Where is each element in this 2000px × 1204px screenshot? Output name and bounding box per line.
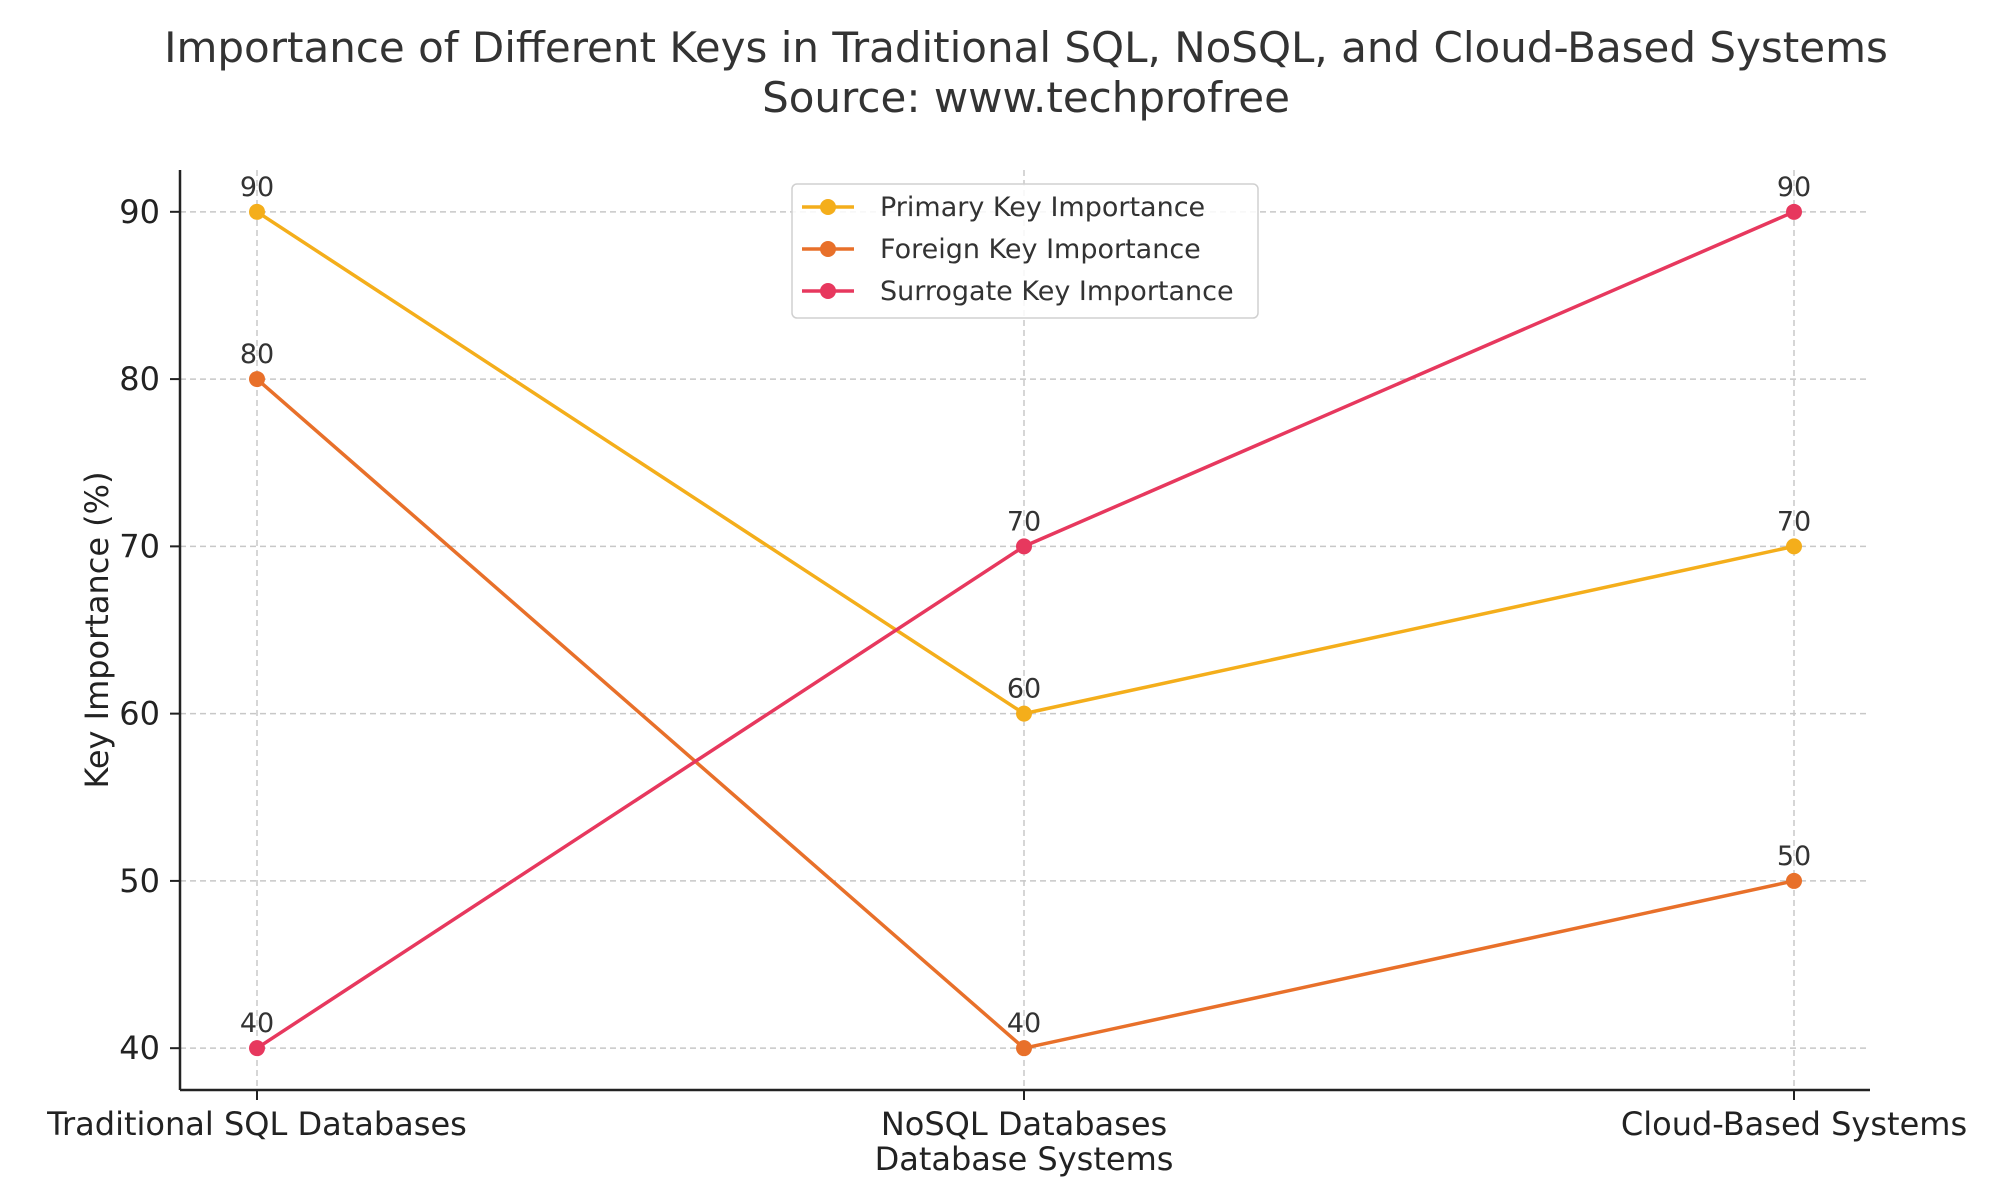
data-point [249,371,265,388]
legend-box [791,183,1259,319]
data-label: 90 [240,172,274,203]
x-tick-label: Cloud-Based Systems [1621,1105,1967,1143]
y-tick-label: 70 [119,527,160,565]
y-tick-label: 60 [119,695,160,733]
series-lines [249,203,1802,1057]
data-point [1786,872,1802,889]
data-label: 80 [240,339,274,370]
y-axis-label: Key Importance (%) [78,471,116,788]
data-point [1786,203,1802,220]
legend-entry: Primary Key Importance [880,192,1205,223]
data-label: 40 [240,1008,274,1039]
data-label: 90 [1777,172,1811,203]
chart-subtitle: Source: www.techprofree [762,73,1290,122]
data-labels: 90 60 70 80 40 50 40 70 90 [240,172,1811,1039]
data-point [1016,538,1032,555]
tick-labels: 40 50 60 70 80 90 Traditional SQL Databases NoS… [46,193,1967,1143]
data-label: 70 [1007,506,1041,537]
data-label: 60 [1007,674,1041,705]
data-label: 70 [1777,506,1811,537]
x-axis-label: Database Systems [875,1140,1174,1178]
data-point [249,203,265,220]
chart-title: Importance of Different Keys in Traditio… [164,23,1888,72]
legend-entry: Foreign Key Importance [880,234,1201,265]
data-point [1016,1040,1032,1057]
legend-swatch-marker [820,241,836,257]
series-line [256,210,1795,1050]
legend-swatch-marker [820,283,836,299]
legend: Primary Key Importance Foreign Key Import… [791,183,1259,319]
data-point [1016,705,1032,722]
y-tick-label: 80 [119,360,160,398]
data-point [1786,538,1802,555]
x-tick-label: Traditional SQL Databases [46,1105,467,1143]
data-point [249,1040,265,1057]
data-label: 50 [1777,841,1811,872]
legend-swatch-marker [820,199,836,215]
x-tick-label: NoSQL Databases [881,1105,1167,1143]
y-tick-label: 50 [119,862,160,900]
legend-entry: Surrogate Key Importance [880,276,1234,307]
y-tick-label: 90 [119,193,160,231]
y-tick-label: 40 [119,1029,160,1067]
data-label: 40 [1007,1008,1041,1039]
axes [170,170,1870,1100]
